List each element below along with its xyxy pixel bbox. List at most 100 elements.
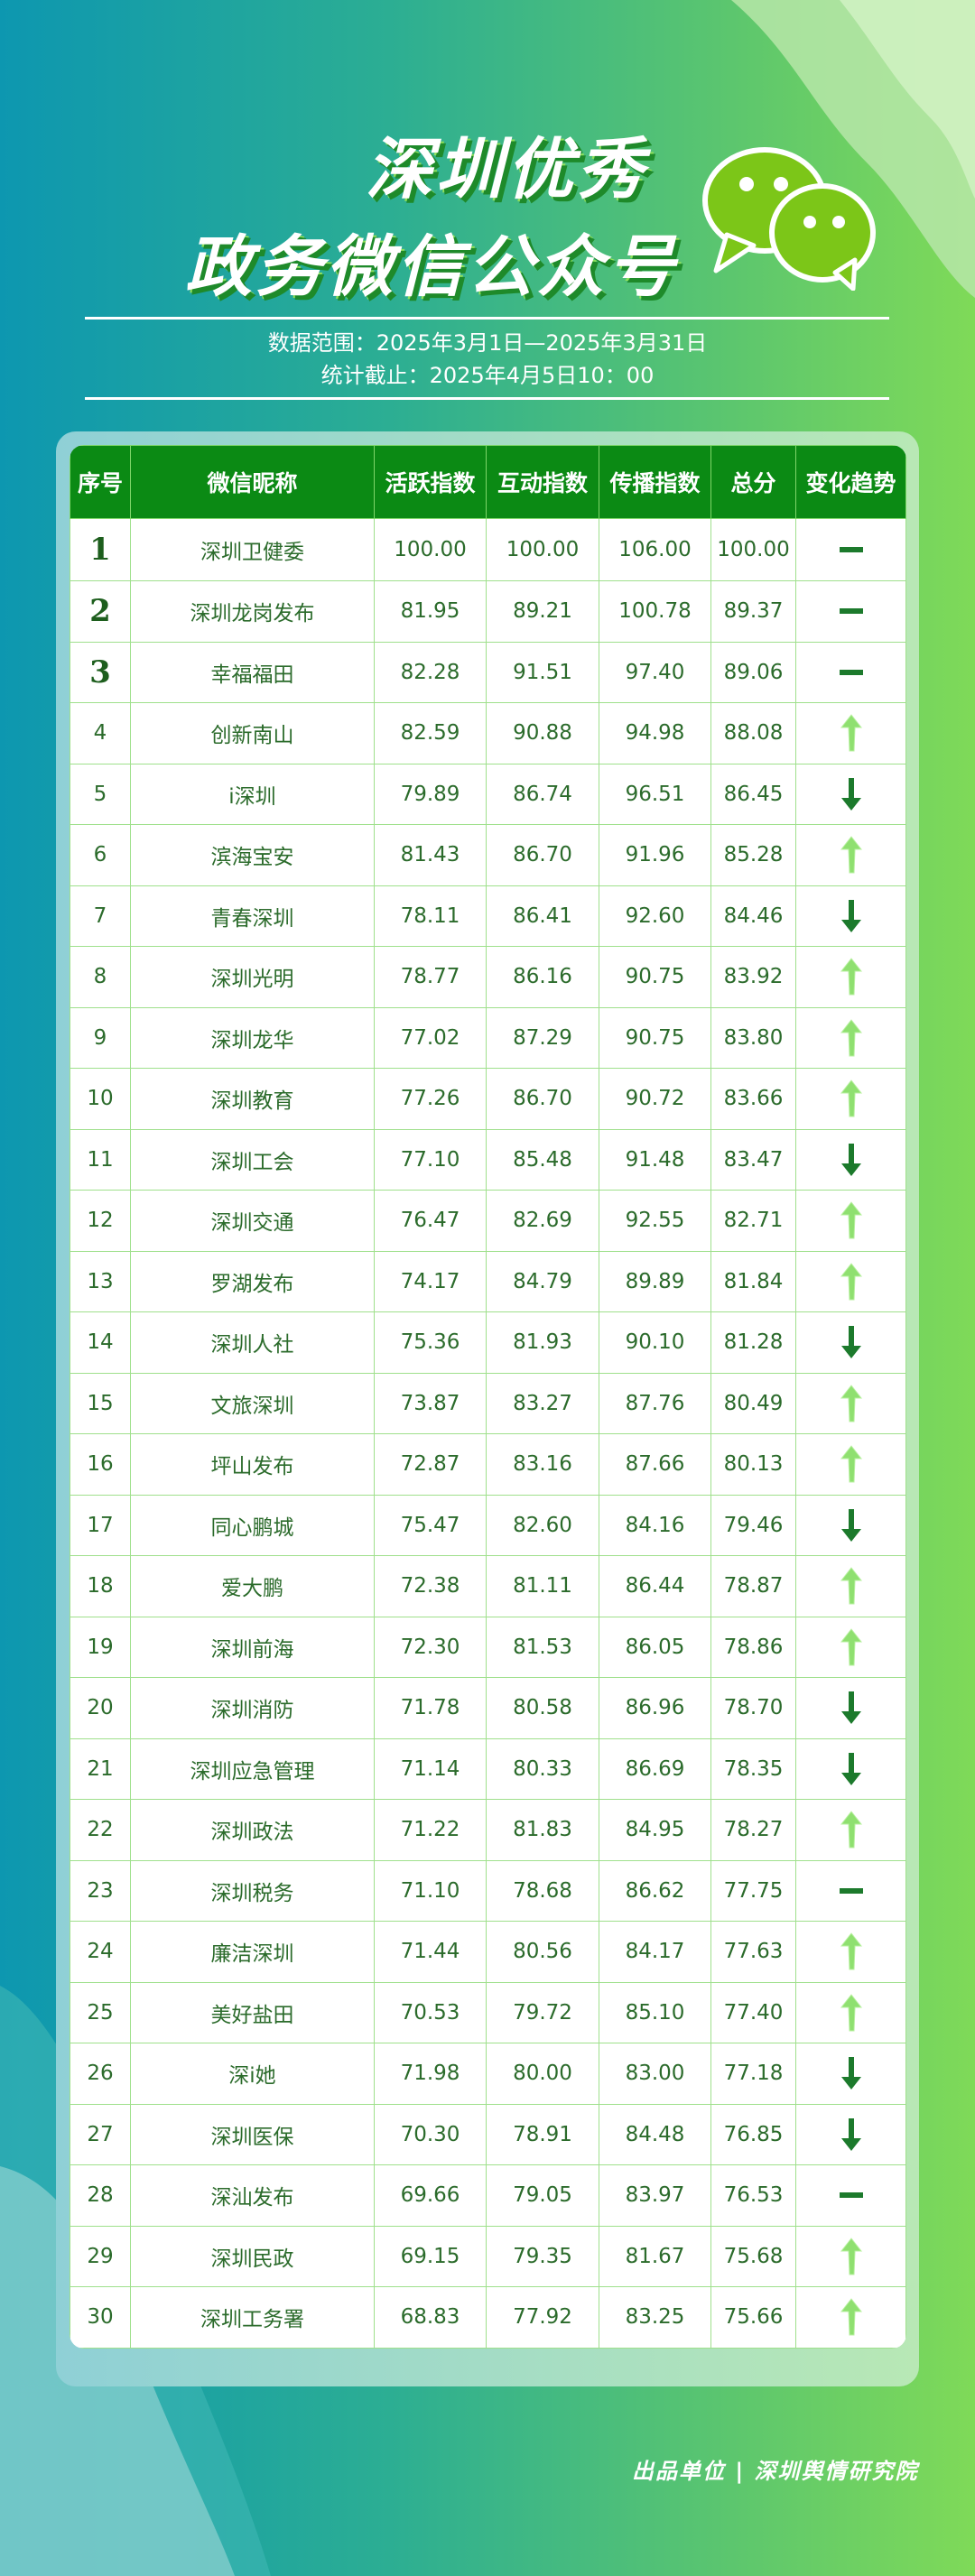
total-score-cell: 80.49 (710, 1372, 796, 1434)
rank-cell: 14 (70, 1311, 131, 1374)
header-active: 活跃指数 (374, 445, 487, 519)
title-line1: 深圳优秀 (366, 131, 647, 208)
name-cell: 深圳龙岗发布 (130, 580, 375, 643)
spread-index-cell: 106.00 (599, 518, 711, 581)
name-cell: 坪山发布 (130, 1433, 375, 1496)
rank-cell: 17 (70, 1494, 131, 1556)
total-score-cell: 86.45 (710, 763, 796, 825)
trend-cell (795, 885, 906, 947)
table-row: 26 深i她 71.98 80.00 83.00 77.18 (70, 2043, 906, 2105)
table-row: 8 深圳光明 78.77 86.16 90.75 83.92 (70, 946, 906, 1008)
arrow-up-icon (796, 1566, 905, 1606)
interact-index-cell: 84.79 (486, 1250, 599, 1312)
active-index-cell: 68.83 (374, 2286, 487, 2349)
table-row: 28 深汕发布 69.66 79.05 83.97 76.53 (70, 2164, 906, 2227)
table-header-row: 序号 微信昵称 活跃指数 互动指数 传播指数 总分 变化趋势 (70, 445, 906, 519)
name-cell: 滨海宝安 (130, 824, 375, 886)
name-cell: i深圳 (130, 763, 375, 825)
active-index-cell: 76.47 (374, 1190, 487, 1252)
total-score-cell: 76.53 (710, 2164, 796, 2227)
table-row: 10 深圳教育 77.26 86.70 90.72 83.66 (70, 1068, 906, 1130)
name-cell: 深圳教育 (130, 1068, 375, 1130)
trend-cell (795, 1616, 906, 1678)
name-cell: 文旅深圳 (130, 1372, 375, 1434)
spread-index-cell: 86.62 (599, 1859, 711, 1922)
table-row: 1 深圳卫健委 100.00 100.00 106.00 100.00 (70, 518, 906, 581)
trend-cell (795, 1128, 906, 1191)
total-score-cell: 77.40 (710, 1981, 796, 2043)
active-index-cell: 69.66 (374, 2164, 487, 2227)
arrow-up-icon (796, 2237, 905, 2276)
trend-cell (795, 2164, 906, 2227)
interact-index-cell: 86.70 (486, 824, 599, 886)
table-row: 5 i深圳 79.89 86.74 96.51 86.45 (70, 763, 906, 825)
trend-cell (795, 1799, 906, 1861)
total-score-cell: 84.46 (710, 885, 796, 947)
arrow-up-icon (796, 1993, 905, 2033)
arrow-down-icon (796, 898, 905, 934)
active-index-cell: 75.36 (374, 1311, 487, 1374)
trend-cell (795, 946, 906, 1008)
total-score-cell: 77.18 (710, 2043, 796, 2105)
name-cell: 幸福福田 (130, 641, 375, 703)
total-score-cell: 83.80 (710, 1006, 796, 1069)
total-score-cell: 89.06 (710, 641, 796, 703)
trend-cell (795, 1372, 906, 1434)
trend-cell (795, 2103, 906, 2165)
total-score-cell: 75.68 (710, 2225, 796, 2287)
total-score-cell: 83.47 (710, 1128, 796, 1191)
active-index-cell: 71.44 (374, 1921, 487, 1983)
table-row: 11 深圳工会 77.10 85.48 91.48 83.47 (70, 1128, 906, 1191)
trend-cell (795, 763, 906, 825)
table-row: 23 深圳税务 71.10 78.68 86.62 77.75 (70, 1859, 906, 1922)
rank-cell: 21 (70, 1737, 131, 1800)
total-score-cell: 77.75 (710, 1859, 796, 1922)
active-index-cell: 72.87 (374, 1433, 487, 1496)
table-row: 18 爱大鹏 72.38 81.11 86.44 78.87 (70, 1555, 906, 1617)
interact-index-cell: 81.11 (486, 1555, 599, 1617)
trend-cell (795, 2043, 906, 2105)
spread-index-cell: 97.40 (599, 641, 711, 703)
total-score-cell: 83.66 (710, 1068, 796, 1130)
rank-cell: 25 (70, 1981, 131, 2043)
trend-cell (795, 2225, 906, 2287)
active-index-cell: 81.43 (374, 824, 487, 886)
dash-icon (796, 546, 905, 553)
total-score-cell: 85.28 (710, 824, 796, 886)
interact-index-cell: 85.48 (486, 1128, 599, 1191)
spread-index-cell: 90.10 (599, 1311, 711, 1374)
name-cell: 深圳消防 (130, 1677, 375, 1739)
table-row: 4 创新南山 82.59 90.88 94.98 88.08 (70, 702, 906, 764)
trend-cell (795, 1921, 906, 1983)
interact-index-cell: 90.88 (486, 702, 599, 764)
rank-cell: 13 (70, 1250, 131, 1312)
table-row: 7 青春深圳 78.11 86.41 92.60 84.46 (70, 885, 906, 947)
trend-cell (795, 1494, 906, 1556)
spread-index-cell: 87.66 (599, 1433, 711, 1496)
rank-cell: 26 (70, 2043, 131, 2105)
active-index-cell: 71.98 (374, 2043, 487, 2105)
spread-index-cell: 92.60 (599, 885, 711, 947)
rank-cell: 28 (70, 2164, 131, 2227)
dash-icon (796, 1887, 905, 1895)
name-cell: 深圳工会 (130, 1128, 375, 1191)
interact-index-cell: 78.68 (486, 1859, 599, 1922)
interact-index-cell: 82.69 (486, 1190, 599, 1252)
rank-cell: 8 (70, 946, 131, 1008)
rank-cell: 16 (70, 1433, 131, 1496)
arrow-down-icon (796, 776, 905, 812)
spread-index-cell: 90.75 (599, 1006, 711, 1069)
rank-cell: 30 (70, 2286, 131, 2349)
active-index-cell: 81.95 (374, 580, 487, 643)
active-index-cell: 71.14 (374, 1737, 487, 1800)
rank-cell: 12 (70, 1190, 131, 1252)
name-cell: 深圳卫健委 (130, 518, 375, 581)
total-score-cell: 81.28 (710, 1311, 796, 1374)
interact-index-cell: 86.41 (486, 885, 599, 947)
interact-index-cell: 89.21 (486, 580, 599, 643)
cutoff-time: 统计截止：2025年4月5日10：00 (320, 363, 655, 388)
rank-cell: 19 (70, 1616, 131, 1678)
publisher-credit: 出品单位 | 深圳舆情研究院 (632, 2459, 919, 2484)
arrow-up-icon (796, 1018, 905, 1058)
active-index-cell: 71.10 (374, 1859, 487, 1922)
